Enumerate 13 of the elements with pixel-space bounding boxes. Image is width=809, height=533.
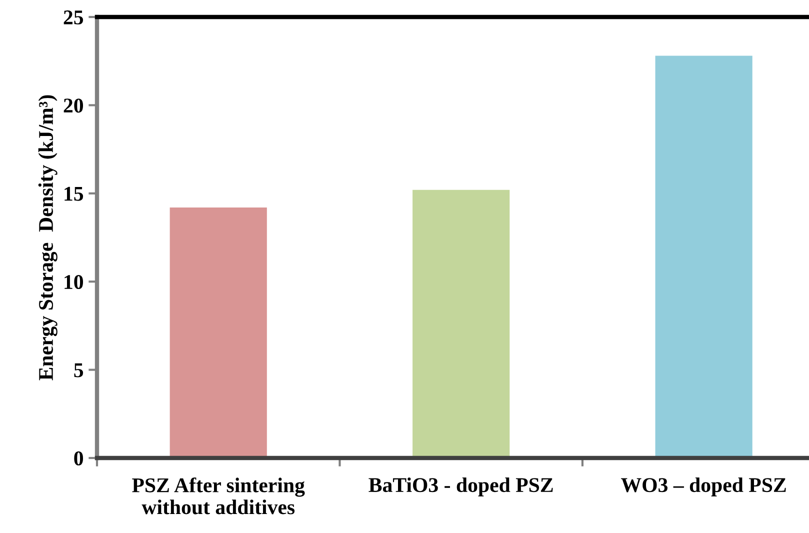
x-tick-label: PSZ After sintering without additives xyxy=(132,477,305,514)
y-tick-label: 0 xyxy=(74,451,84,466)
y-axis-title: Energy Storage Density (kJ/m³) xyxy=(38,95,58,380)
x-tick-label: WO3 – doped PSZ xyxy=(621,477,786,496)
bar xyxy=(412,190,510,458)
y-tick-label: 15 xyxy=(64,186,84,201)
bar xyxy=(655,56,752,458)
y-tick-label: 5 xyxy=(74,363,84,378)
y-tick-label: 25 xyxy=(64,10,84,24)
x-tick-label: BaTiO3 - doped PSZ xyxy=(368,477,553,496)
y-tick-label: 20 xyxy=(64,98,84,113)
y-tick-label: 10 xyxy=(64,274,84,290)
bar xyxy=(170,208,267,458)
